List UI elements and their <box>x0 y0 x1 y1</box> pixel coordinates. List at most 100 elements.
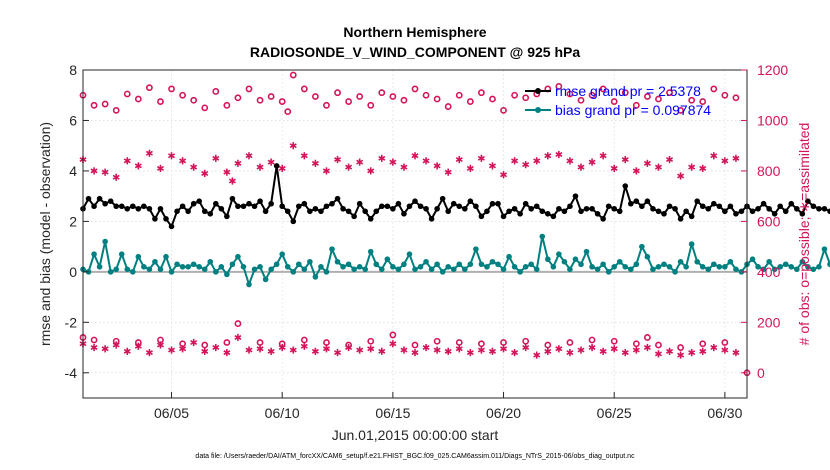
asterisk-stroke <box>643 160 651 166</box>
bias-point <box>401 261 407 268</box>
assimilated-obs-marker <box>223 348 231 357</box>
asterisk-stroke <box>666 348 674 354</box>
rmse-point <box>301 200 308 207</box>
y2-tick-label: 1200 <box>757 62 788 78</box>
rmse-point <box>168 223 175 230</box>
possible-obs-marker <box>367 101 375 109</box>
asterisk-stroke <box>643 345 651 351</box>
assimilated-obs-marker <box>577 346 585 354</box>
asterisk-stroke <box>90 345 98 351</box>
asterisk-stroke <box>555 346 563 352</box>
assimilated-obs-marker <box>444 168 452 176</box>
asterisk-stroke <box>378 155 386 161</box>
legend-rmse-marker <box>535 88 541 94</box>
asterisk-stroke <box>311 348 319 354</box>
assimilated-obs-marker <box>400 163 408 171</box>
bias-point <box>257 264 263 270</box>
asterisk-stroke <box>134 163 142 169</box>
rmse-point <box>390 205 396 212</box>
rmse-point <box>334 195 341 202</box>
possible-obs-marker <box>433 95 441 103</box>
asterisk-stroke <box>90 168 98 174</box>
possible-obs-marker <box>588 336 596 344</box>
asterisk-stroke <box>234 334 242 340</box>
assimilated-obs-marker <box>112 173 120 181</box>
possible-obs-marker <box>566 339 574 346</box>
rmse-point <box>190 200 197 207</box>
bias-point <box>473 246 479 252</box>
asterisk-stroke <box>311 160 319 166</box>
possible-obs-marker <box>323 339 330 346</box>
rmse-point <box>345 208 352 215</box>
assimilated-obs-marker <box>134 162 142 170</box>
assimilated-obs-marker <box>90 343 98 352</box>
bias-point <box>406 251 413 257</box>
asterisk-stroke <box>621 157 629 163</box>
assimilated-obs-marker <box>156 341 164 349</box>
asterisk-stroke <box>201 170 209 176</box>
possible-obs-marker <box>112 106 120 114</box>
rmse-point <box>650 205 656 212</box>
rmse-point <box>384 203 391 210</box>
asterisk-stroke <box>223 169 231 175</box>
possible-obs-marker <box>710 85 718 93</box>
assimilated-obs-marker <box>544 152 552 160</box>
possible-obs-marker <box>610 98 618 105</box>
bias-point <box>152 258 158 265</box>
bias-point <box>694 258 700 265</box>
rmse-point <box>666 203 673 210</box>
bias-point <box>639 243 645 250</box>
assimilated-obs-marker <box>666 347 674 355</box>
possible-obs-marker <box>522 337 530 345</box>
possible-obs-marker <box>644 93 651 100</box>
asterisk-stroke <box>411 153 419 159</box>
assimilated-obs-marker <box>433 346 441 354</box>
possible-obs-marker <box>599 85 607 93</box>
asterisk-stroke <box>588 345 596 351</box>
rmse-point <box>533 203 540 210</box>
y-tick-label: 0 <box>69 264 77 280</box>
rmse-point <box>821 205 828 212</box>
bias-point <box>213 269 219 275</box>
possible-obs-marker <box>256 96 264 104</box>
possible-obs-marker <box>655 341 662 349</box>
bias-point <box>196 264 202 270</box>
rmse-point <box>118 203 125 210</box>
asterisk-stroke <box>433 347 441 353</box>
y-tick-label: 8 <box>69 62 77 78</box>
assimilated-obs-marker <box>190 163 198 171</box>
rmse-point <box>672 205 678 212</box>
assimilated-obs-marker <box>168 152 176 160</box>
asterisk-stroke <box>588 159 596 165</box>
bias-point <box>318 264 324 270</box>
assimilated-obs-marker <box>334 155 342 164</box>
bias-point <box>207 258 214 265</box>
assimilated-obs-marker <box>101 168 109 176</box>
rmse-point <box>567 203 573 210</box>
bias-point <box>605 269 612 275</box>
rmse-point <box>135 205 142 212</box>
possible-obs-marker <box>588 91 596 99</box>
bias-point <box>655 264 662 270</box>
legend-bias-marker <box>535 107 541 113</box>
assimilated-obs-marker <box>732 154 740 162</box>
asterisk-stroke <box>488 163 496 169</box>
bias-point <box>650 266 656 273</box>
assimilated-obs-marker <box>322 167 330 175</box>
assimilated-obs-marker <box>455 155 463 164</box>
asterisk-stroke <box>677 352 685 358</box>
possible-obs-marker <box>500 106 507 114</box>
rmse-point <box>235 203 241 210</box>
bias-point <box>190 261 197 268</box>
x-axis-ticks: 06/05 06/10 06/15 06/20 06/25 06/30 <box>154 392 743 421</box>
possible-obs-marker <box>223 101 231 109</box>
bias-point <box>810 266 817 273</box>
rmse-point <box>788 200 795 207</box>
bias-point <box>533 266 540 273</box>
bias-point <box>711 261 717 268</box>
rmse-point <box>766 205 772 212</box>
assimilated-obs-marker <box>267 347 275 355</box>
x-tick-label: 06/05 <box>154 405 189 421</box>
bias-point <box>688 241 695 247</box>
bias-point <box>600 261 606 268</box>
